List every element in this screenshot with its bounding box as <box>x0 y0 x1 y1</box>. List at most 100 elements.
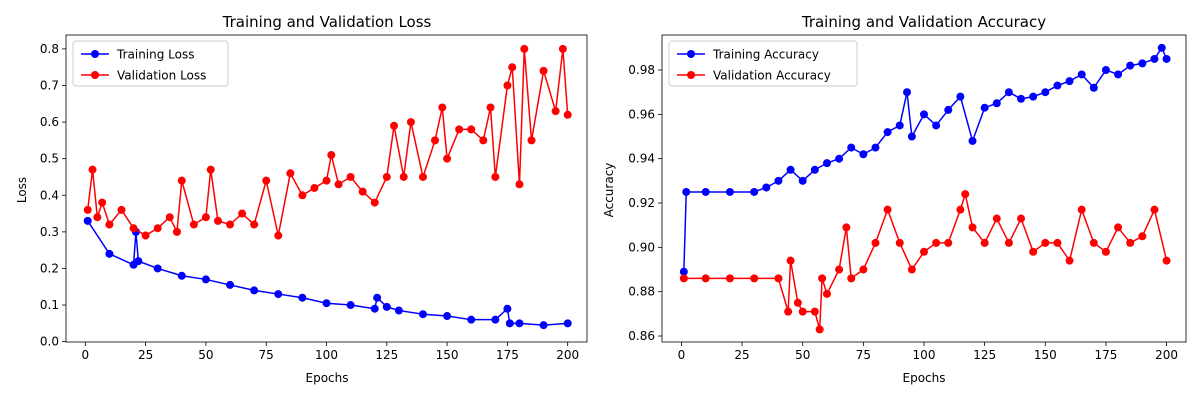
loss-training-loss-point <box>505 319 514 328</box>
loss-training-loss-point <box>373 293 382 302</box>
loss-training-loss-point <box>539 321 548 330</box>
loss-validation-loss-point <box>117 205 126 214</box>
loss-x-tick-label: 75 <box>259 348 274 362</box>
loss-chart-xlabel: Epochs <box>306 371 349 385</box>
loss-chart-title: Training and Validation Loss <box>222 13 432 31</box>
accuracy-training-accuracy-point <box>1162 54 1171 63</box>
accuracy-training-accuracy-point <box>679 267 688 276</box>
loss-validation-loss-point <box>88 165 97 174</box>
accuracy-validation-accuracy-point <box>920 247 928 256</box>
loss-validation-loss-point <box>172 227 181 236</box>
loss-validation-loss-point <box>165 213 174 222</box>
loss-validation-loss-point <box>508 63 517 72</box>
accuracy-validation-accuracy-point <box>1065 256 1074 265</box>
accuracy-validation-accuracy-point <box>968 223 977 232</box>
accuracy-validation-accuracy-point <box>1029 247 1038 256</box>
loss-validation-loss-point <box>491 172 500 181</box>
loss-validation-loss-point <box>93 213 102 222</box>
loss-validation-loss-point <box>298 191 307 200</box>
loss-training-loss-point <box>382 302 391 311</box>
loss-validation-loss-point <box>438 103 447 112</box>
accuracy-chart-xlabel: Epochs <box>903 371 946 385</box>
accuracy-validation-accuracy-line <box>683 193 1168 331</box>
accuracy-training-accuracy-point <box>1004 88 1013 97</box>
loss-validation-loss-point <box>551 107 560 116</box>
loss-y-tick-label: 0.7 <box>40 78 59 92</box>
loss-validation-loss-point <box>274 231 283 240</box>
loss-x-tick-label: 125 <box>375 348 398 362</box>
accuracy-validation-accuracy-point <box>822 289 831 298</box>
accuracy-x-tick-label: 125 <box>973 348 996 362</box>
loss-y-tick-label: 0.6 <box>40 115 59 129</box>
accuracy-validation-accuracy-point <box>815 325 824 334</box>
accuracy-validation-accuracy-point <box>786 256 795 265</box>
accuracy-training-accuracy-point <box>1157 43 1166 52</box>
accuracy-validation-accuracy-point <box>956 205 965 214</box>
accuracy-validation-accuracy-point <box>883 205 892 214</box>
accuracy-y-tick-label: 0.90 <box>628 240 655 254</box>
accuracy-training-accuracy-point <box>1077 70 1086 79</box>
loss-y-tick-label: 0.0 <box>40 335 59 349</box>
accuracy-training-accuracy-point <box>968 136 977 145</box>
accuracy-y-tick-label: 0.86 <box>628 329 655 343</box>
loss-validation-loss-point <box>129 224 138 233</box>
loss-validation-loss-point <box>431 136 440 145</box>
accuracy-validation-accuracy-point <box>992 214 1001 223</box>
loss-validation-loss-point <box>177 176 186 185</box>
accuracy-validation-accuracy-point <box>1162 256 1171 265</box>
loss-training-loss-point <box>250 286 259 295</box>
accuracy-validation-accuracy-point <box>847 274 856 283</box>
accuracy-training-accuracy-point <box>1150 54 1159 63</box>
loss-training-loss-point <box>322 299 331 308</box>
accuracy-y-tick-label: 0.94 <box>628 152 655 166</box>
loss-training-loss-point <box>467 315 476 324</box>
loss-validation-loss-point <box>83 205 92 214</box>
loss-training-loss-point <box>491 315 500 324</box>
loss-validation-loss-point <box>201 213 210 222</box>
accuracy-training-accuracy-point <box>762 183 771 192</box>
accuracy-x-tick-label: 100 <box>913 348 936 362</box>
accuracy-training-accuracy-point <box>920 110 928 119</box>
loss-y-tick-label: 0.2 <box>40 261 59 275</box>
accuracy-validation-accuracy-point <box>944 238 953 247</box>
accuracy-validation-accuracy-point <box>750 274 759 283</box>
loss-y-tick-label: 0.5 <box>40 152 59 166</box>
accuracy-x-tick-label: 0 <box>678 348 686 362</box>
loss-validation-loss-point <box>455 125 464 134</box>
loss-training-loss-point <box>298 293 307 302</box>
loss-validation-loss-point <box>382 172 391 181</box>
loss-validation-loss-point <box>390 121 399 130</box>
accuracy-validation-accuracy-point <box>1126 238 1135 247</box>
accuracy-validation-accuracy-point <box>835 265 844 274</box>
loss-validation-loss-point <box>334 180 343 189</box>
accuracy-validation-accuracy-point <box>784 307 793 316</box>
accuracy-training-accuracy-point <box>798 176 807 185</box>
accuracy-training-accuracy-point <box>932 121 941 130</box>
accuracy-training-accuracy-point <box>750 187 759 196</box>
loss-validation-loss-point <box>486 103 495 112</box>
loss-validation-loss-point <box>141 231 150 240</box>
accuracy-training-accuracy-point <box>859 150 868 159</box>
loss-validation-loss-point <box>189 220 198 229</box>
accuracy-validation-accuracy-point <box>907 265 916 274</box>
accuracy-x-tick-label: 200 <box>1155 348 1178 362</box>
accuracy-training-accuracy-point <box>895 121 904 130</box>
accuracy-validation-accuracy-point <box>1041 238 1050 247</box>
accuracy-validation-accuracy-point <box>1053 238 1062 247</box>
accuracy-training-accuracy-point <box>810 165 819 174</box>
accuracy-training-accuracy-point <box>725 187 734 196</box>
accuracy-chart: Training and Validation Accuracy Epochs … <box>602 13 1187 385</box>
loss-validation-loss-point <box>563 110 572 119</box>
loss-validation-loss-point <box>226 220 235 229</box>
accuracy-y-tick-label: 0.92 <box>628 196 655 210</box>
accuracy-training-accuracy-point <box>980 103 989 112</box>
accuracy-training-accuracy-point <box>956 92 965 101</box>
loss-x-tick-label: 175 <box>496 348 519 362</box>
loss-validation-loss-point <box>558 44 567 53</box>
accuracy-training-accuracy-point <box>1089 83 1098 92</box>
accuracy-training-accuracy-point <box>682 187 691 196</box>
loss-legend-validation-loss-marker <box>91 71 99 79</box>
loss-validation-loss-point <box>406 118 415 127</box>
loss-legend-validation-loss-label: Validation Loss <box>117 69 206 83</box>
